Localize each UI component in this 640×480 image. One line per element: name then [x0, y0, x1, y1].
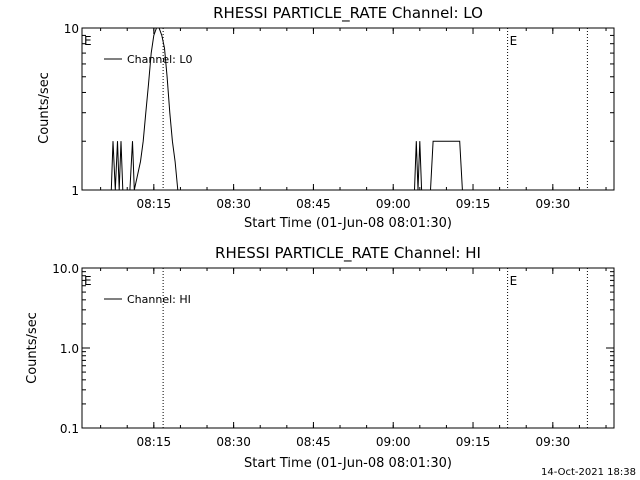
- chart-title: RHESSI PARTICLE_RATE Channel: HI: [215, 244, 481, 263]
- x-tick-label: 09:00: [376, 435, 411, 449]
- chart-panel-hi: RHESSI PARTICLE_RATE Channel: HI Start T…: [25, 244, 615, 471]
- y-tick-label: 1.0: [60, 342, 79, 356]
- legend-label: Channel: L0: [127, 53, 193, 66]
- footer-timestamp: 14-Oct-2021 18:38: [541, 467, 636, 478]
- x-axis-label: Start Time (01-Jun-08 08:01:30): [244, 216, 452, 231]
- event-marker-label: E: [84, 34, 92, 48]
- legend: Channel: HI: [104, 293, 191, 306]
- x-axis-label: Start Time (01-Jun-08 08:01:30): [244, 456, 452, 471]
- x-tick-label: 09:30: [536, 435, 571, 449]
- y-axis-label: Counts/sec: [25, 312, 40, 384]
- series-line: [110, 27, 465, 191]
- x-tick-label: 09:30: [536, 197, 571, 211]
- y-axis-label: Counts/sec: [37, 72, 52, 144]
- x-tick-label: 08:15: [137, 435, 172, 449]
- x-tick-label: 09:15: [456, 197, 491, 211]
- y-tick-label: 1: [71, 184, 79, 198]
- x-tick-label: 08:15: [137, 197, 172, 211]
- event-marker-label: E: [510, 34, 518, 48]
- chart-title: RHESSI PARTICLE_RATE Channel: LO: [213, 4, 483, 23]
- y-tick-label: 10.0: [52, 262, 79, 276]
- event-marker-label: E: [84, 274, 92, 288]
- legend: Channel: L0: [104, 53, 193, 66]
- x-tick-label: 08:30: [216, 197, 251, 211]
- x-tick-label: 09:15: [456, 435, 491, 449]
- plot-frame: [81, 267, 615, 429]
- chart-panel-lo: RHESSI PARTICLE_RATE Channel: LO Start T…: [37, 4, 615, 231]
- x-tick-label: 09:00: [376, 197, 411, 211]
- x-tick-label: 08:30: [216, 435, 251, 449]
- x-tick-label: 08:45: [296, 197, 331, 211]
- event-marker-label: E: [510, 274, 518, 288]
- legend-label: Channel: HI: [127, 293, 191, 306]
- y-tick-label: 0.1: [60, 422, 79, 436]
- x-tick-label: 08:45: [296, 435, 331, 449]
- y-tick-label: 10: [64, 22, 79, 36]
